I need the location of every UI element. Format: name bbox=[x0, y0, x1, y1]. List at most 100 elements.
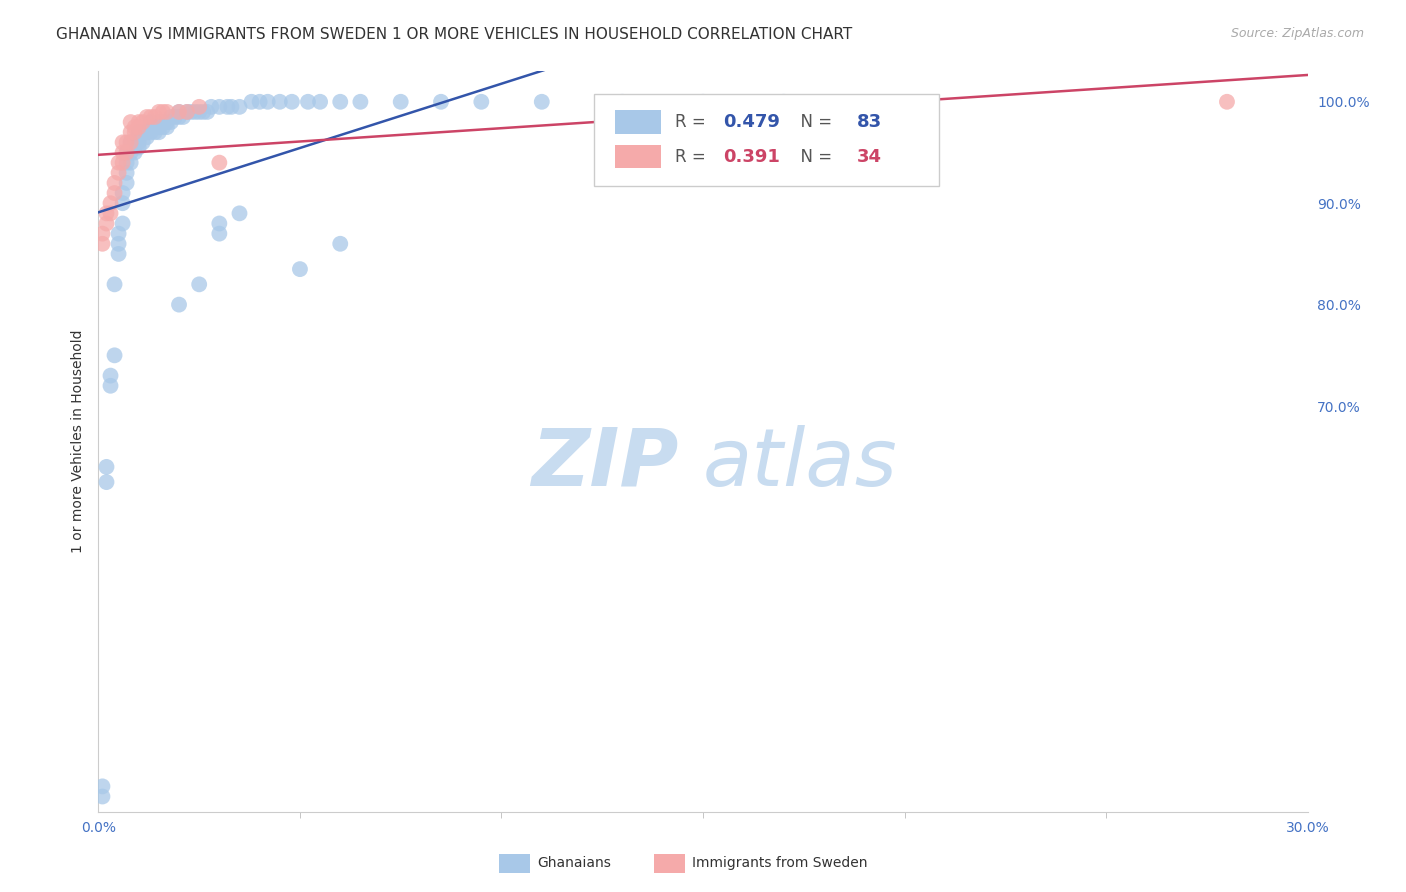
Point bbox=[107, 247, 129, 261]
Point bbox=[143, 125, 166, 139]
Text: ZIP: ZIP bbox=[531, 425, 679, 503]
FancyBboxPatch shape bbox=[614, 145, 661, 169]
Point bbox=[152, 104, 174, 119]
Text: Ghanaians: Ghanaians bbox=[537, 855, 612, 870]
Point bbox=[772, 95, 794, 109]
Point bbox=[115, 145, 138, 160]
Point bbox=[124, 145, 146, 160]
Point bbox=[107, 227, 129, 241]
Point bbox=[124, 125, 146, 139]
Point bbox=[430, 95, 453, 109]
Point bbox=[470, 95, 492, 109]
Text: atlas: atlas bbox=[703, 425, 898, 503]
Point bbox=[96, 217, 118, 231]
Point bbox=[115, 155, 138, 169]
Point bbox=[530, 95, 553, 109]
Point bbox=[96, 475, 118, 489]
Point bbox=[188, 104, 211, 119]
Text: R =: R = bbox=[675, 112, 711, 131]
Point bbox=[217, 100, 239, 114]
Point bbox=[100, 378, 122, 392]
Point bbox=[135, 125, 157, 139]
Point bbox=[329, 236, 352, 251]
Point bbox=[208, 217, 231, 231]
Point bbox=[208, 100, 231, 114]
Point bbox=[176, 104, 198, 119]
Point bbox=[193, 104, 215, 119]
Point bbox=[135, 110, 157, 124]
Point bbox=[107, 166, 129, 180]
Point bbox=[128, 125, 150, 139]
Point bbox=[96, 206, 118, 220]
Point bbox=[107, 155, 129, 169]
Point bbox=[120, 115, 142, 129]
Point bbox=[349, 95, 371, 109]
Point bbox=[188, 100, 211, 114]
Point bbox=[111, 217, 134, 231]
Point bbox=[115, 166, 138, 180]
Point bbox=[195, 104, 218, 119]
Point bbox=[692, 95, 714, 109]
Point bbox=[103, 277, 125, 292]
Point bbox=[128, 130, 150, 145]
Point bbox=[91, 236, 114, 251]
FancyBboxPatch shape bbox=[614, 110, 661, 134]
Point bbox=[91, 227, 114, 241]
Point bbox=[249, 95, 271, 109]
Point bbox=[132, 115, 155, 129]
Point bbox=[188, 277, 211, 292]
Point bbox=[124, 120, 146, 135]
Text: N =: N = bbox=[790, 147, 838, 166]
Point bbox=[107, 236, 129, 251]
Point bbox=[120, 155, 142, 169]
Point bbox=[309, 95, 332, 109]
Point bbox=[103, 176, 125, 190]
Point bbox=[180, 104, 202, 119]
Text: 34: 34 bbox=[856, 147, 882, 166]
Point bbox=[100, 368, 122, 383]
Point bbox=[269, 95, 291, 109]
Point bbox=[160, 115, 183, 129]
Point bbox=[148, 120, 170, 135]
Point bbox=[128, 120, 150, 135]
Point bbox=[111, 155, 134, 169]
Point bbox=[148, 115, 170, 129]
Point bbox=[156, 104, 179, 119]
Point bbox=[240, 95, 263, 109]
Point bbox=[176, 104, 198, 119]
Point bbox=[139, 120, 162, 135]
Text: 0.479: 0.479 bbox=[724, 112, 780, 131]
Point bbox=[143, 110, 166, 124]
Point bbox=[160, 110, 183, 124]
Point bbox=[167, 104, 190, 119]
Point bbox=[139, 125, 162, 139]
Point bbox=[297, 95, 319, 109]
Point bbox=[111, 196, 134, 211]
Point bbox=[100, 196, 122, 211]
Point bbox=[96, 459, 118, 474]
Point bbox=[200, 100, 222, 114]
Point bbox=[228, 100, 250, 114]
Point bbox=[256, 95, 278, 109]
Point bbox=[128, 115, 150, 129]
Point bbox=[1216, 95, 1239, 109]
Point bbox=[120, 125, 142, 139]
Point bbox=[208, 227, 231, 241]
Point bbox=[167, 110, 190, 124]
Text: Immigrants from Sweden: Immigrants from Sweden bbox=[692, 855, 868, 870]
Point bbox=[103, 348, 125, 362]
Point bbox=[156, 120, 179, 135]
Point bbox=[148, 104, 170, 119]
Point bbox=[167, 104, 190, 119]
Point bbox=[156, 115, 179, 129]
Point bbox=[124, 136, 146, 150]
Point bbox=[135, 130, 157, 145]
Point bbox=[91, 780, 114, 794]
Point bbox=[91, 789, 114, 804]
Y-axis label: 1 or more Vehicles in Household: 1 or more Vehicles in Household bbox=[70, 330, 84, 553]
Point bbox=[120, 136, 142, 150]
Point bbox=[163, 110, 186, 124]
Point bbox=[143, 120, 166, 135]
Point bbox=[132, 136, 155, 150]
Text: N =: N = bbox=[790, 112, 838, 131]
